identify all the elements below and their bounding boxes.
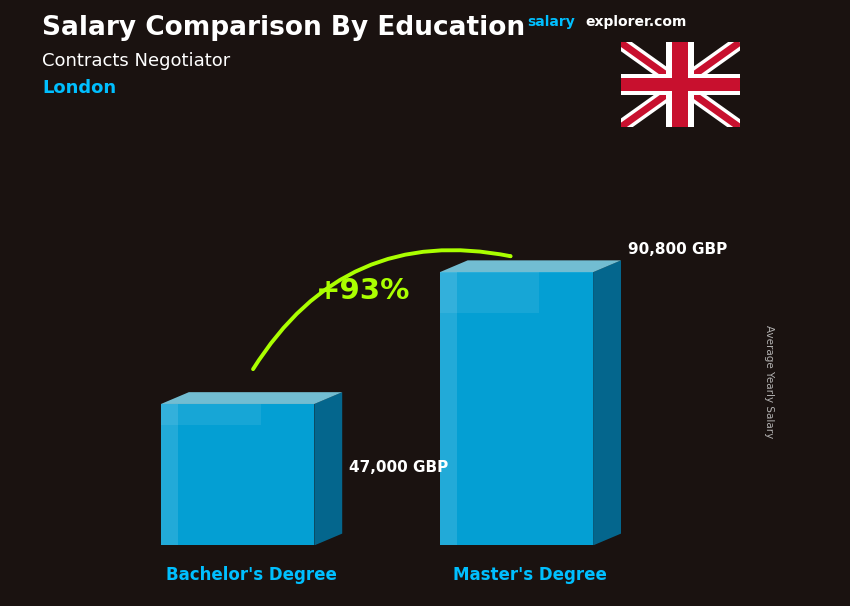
Bar	[620, 75, 740, 95]
Bar	[620, 78, 740, 91]
FancyArrowPatch shape	[253, 250, 511, 369]
Text: Master's Degree: Master's Degree	[453, 566, 608, 584]
Bar	[672, 42, 688, 127]
Text: Average Yearly Salary: Average Yearly Salary	[764, 325, 774, 438]
Text: London: London	[42, 79, 116, 97]
Text: 90,800 GBP: 90,800 GBP	[628, 242, 728, 258]
Polygon shape	[439, 272, 457, 545]
Polygon shape	[439, 272, 593, 545]
Polygon shape	[439, 261, 621, 272]
Polygon shape	[314, 392, 343, 545]
Polygon shape	[593, 261, 621, 545]
Polygon shape	[161, 404, 178, 545]
Text: Bachelor's Degree: Bachelor's Degree	[166, 566, 337, 584]
Text: Salary Comparison By Education: Salary Comparison By Education	[42, 15, 525, 41]
Text: +93%: +93%	[316, 277, 411, 305]
Polygon shape	[161, 392, 343, 404]
Text: 47,000 GBP: 47,000 GBP	[349, 460, 449, 475]
Polygon shape	[161, 404, 261, 425]
Text: explorer.com: explorer.com	[586, 15, 687, 29]
Polygon shape	[161, 404, 314, 545]
Bar	[666, 42, 694, 127]
Text: salary: salary	[527, 15, 575, 29]
Polygon shape	[439, 272, 540, 313]
Text: Contracts Negotiator: Contracts Negotiator	[42, 52, 230, 70]
